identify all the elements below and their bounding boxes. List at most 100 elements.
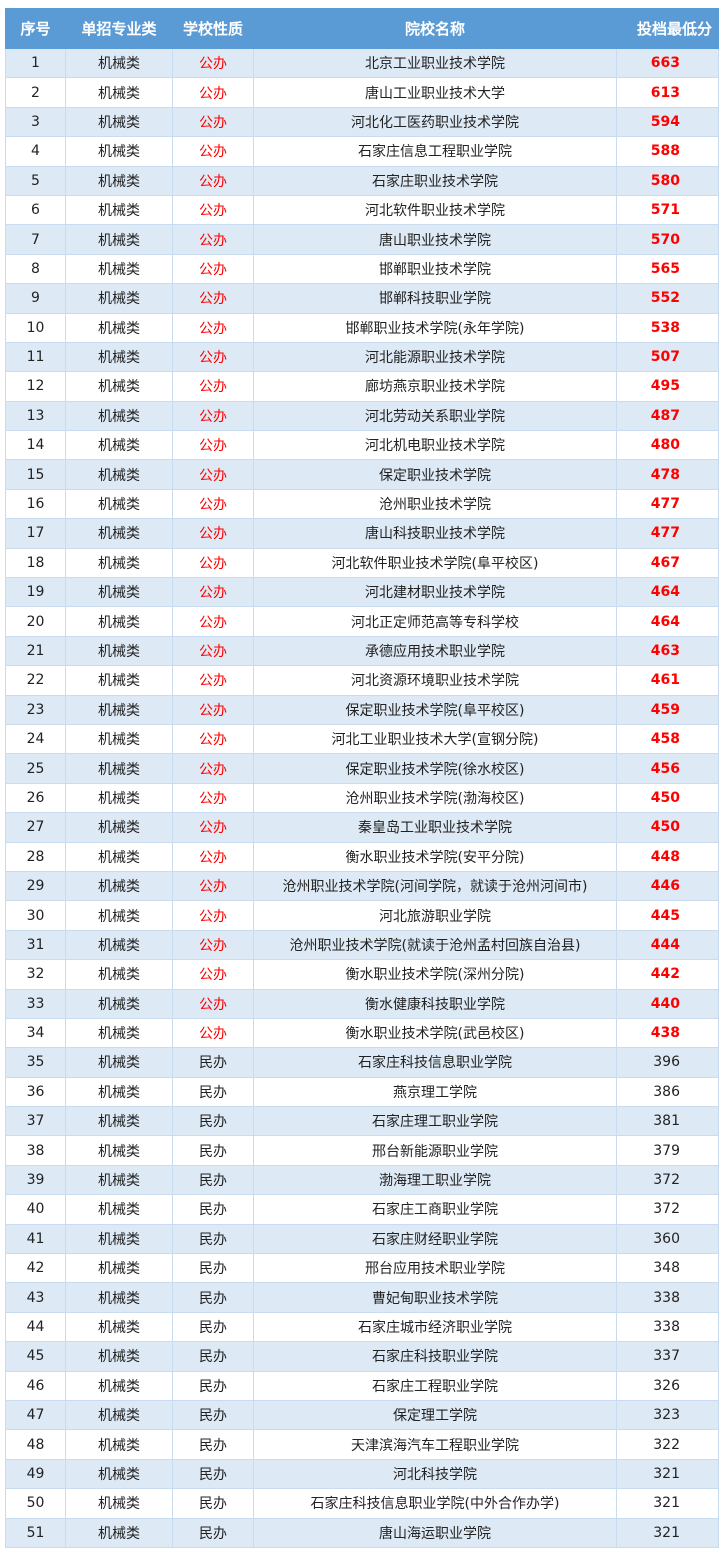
min-score: 464	[616, 606, 719, 637]
table-row: 30 机械类 公办 河北旅游职业学院 445	[5, 900, 719, 931]
major-category: 机械类	[65, 1517, 173, 1548]
min-score: 464	[616, 577, 719, 608]
school-type: 公办	[172, 753, 254, 784]
row-index: 50	[5, 1488, 66, 1519]
school-type: 公办	[172, 841, 254, 872]
school-name: 石家庄职业技术学院	[253, 165, 617, 196]
school-type: 公办	[172, 723, 254, 755]
school-name: 沧州职业技术学院	[253, 488, 617, 520]
row-index: 15	[5, 459, 66, 490]
row-index: 35	[5, 1047, 66, 1078]
major-category: 机械类	[65, 430, 173, 461]
major-category: 机械类	[65, 694, 173, 725]
school-type: 公办	[172, 194, 254, 226]
major-category: 机械类	[65, 929, 173, 961]
school-name: 石家庄科技信息职业学院	[253, 1047, 617, 1078]
school-type: 公办	[172, 665, 254, 696]
major-category: 机械类	[65, 1311, 173, 1343]
school-name: 天津滨海汽车工程职业学院	[253, 1429, 617, 1460]
row-index: 10	[5, 312, 66, 343]
table-row: 33 机械类 公办 衡水健康科技职业学院 440	[5, 988, 719, 1019]
school-type: 公办	[172, 106, 254, 138]
table-row: 12 机械类 公办 廊坊燕京职业技术学院 495	[5, 371, 719, 402]
school-name: 河北建材职业技术学院	[253, 577, 617, 608]
row-index: 44	[5, 1311, 66, 1343]
school-name: 秦皇岛工业职业技术学院	[253, 812, 617, 843]
table-row: 9 机械类 公办 邯郸科技职业学院 552	[5, 283, 719, 314]
row-index: 41	[5, 1223, 66, 1255]
min-score: 321	[616, 1517, 719, 1548]
table-row: 2 机械类 公办 唐山工业职业技术大学 613	[5, 77, 719, 108]
school-name: 衡水职业技术学院(深州分院)	[253, 959, 617, 990]
row-index: 13	[5, 400, 66, 432]
min-score: 396	[616, 1047, 719, 1078]
school-name: 沧州职业技术学院(河间学院，就读于沧州河间市)	[253, 870, 617, 902]
min-score: 461	[616, 665, 719, 696]
table-row: 44 机械类 民办 石家庄城市经济职业学院 338	[5, 1311, 719, 1343]
row-index: 24	[5, 723, 66, 755]
min-score: 448	[616, 841, 719, 872]
school-type: 公办	[172, 224, 254, 255]
row-index: 28	[5, 841, 66, 872]
school-type: 公办	[172, 283, 254, 314]
table-row: 17 机械类 公办 唐山科技职业技术学院 477	[5, 518, 719, 549]
school-name: 保定理工学院	[253, 1399, 617, 1431]
table-row: 29 机械类 公办 沧州职业技术学院(河间学院，就读于沧州河间市) 446	[5, 870, 719, 902]
major-category: 机械类	[65, 547, 173, 579]
min-score: 450	[616, 782, 719, 814]
table-row: 13 机械类 公办 河北劳动关系职业学院 487	[5, 400, 719, 432]
table-row: 38 机械类 民办 邢台新能源职业学院 379	[5, 1135, 719, 1166]
row-index: 3	[5, 106, 66, 138]
school-type: 公办	[172, 870, 254, 902]
min-score: 440	[616, 988, 719, 1019]
school-type: 公办	[172, 430, 254, 461]
header-school-type: 学校性质	[172, 8, 254, 49]
school-type: 公办	[172, 812, 254, 843]
school-name: 石家庄财经职业学院	[253, 1223, 617, 1255]
school-type: 公办	[172, 253, 254, 285]
school-name: 河北软件职业技术学院	[253, 194, 617, 226]
row-index: 27	[5, 812, 66, 843]
school-name: 河北软件职业技术学院(阜平校区)	[253, 547, 617, 579]
table-row: 47 机械类 民办 保定理工学院 323	[5, 1399, 719, 1431]
major-category: 机械类	[65, 518, 173, 549]
school-name: 唐山职业技术学院	[253, 224, 617, 255]
table-row: 11 机械类 公办 河北能源职业技术学院 507	[5, 341, 719, 373]
major-category: 机械类	[65, 1282, 173, 1313]
school-type: 公办	[172, 400, 254, 432]
major-category: 机械类	[65, 371, 173, 402]
major-category: 机械类	[65, 1488, 173, 1519]
school-type: 公办	[172, 694, 254, 725]
row-index: 16	[5, 488, 66, 520]
row-index: 6	[5, 194, 66, 226]
min-score: 386	[616, 1076, 719, 1108]
school-name: 石家庄工商职业学院	[253, 1194, 617, 1225]
row-index: 38	[5, 1135, 66, 1166]
school-name: 邯郸职业技术学院	[253, 253, 617, 285]
min-score: 480	[616, 430, 719, 461]
school-name: 保定职业技术学院	[253, 459, 617, 490]
major-category: 机械类	[65, 635, 173, 667]
major-category: 机械类	[65, 1370, 173, 1401]
row-index: 25	[5, 753, 66, 784]
row-index: 47	[5, 1399, 66, 1431]
row-index: 34	[5, 1017, 66, 1049]
row-index: 30	[5, 900, 66, 931]
table-row: 20 机械类 公办 河北正定师范高等专科学校 464	[5, 606, 719, 637]
school-type: 民办	[172, 1341, 254, 1372]
row-index: 29	[5, 870, 66, 902]
major-category: 机械类	[65, 723, 173, 755]
row-index: 20	[5, 606, 66, 637]
row-index: 8	[5, 253, 66, 285]
major-category: 机械类	[65, 136, 173, 167]
school-type: 公办	[172, 47, 254, 79]
major-category: 机械类	[65, 812, 173, 843]
school-type: 公办	[172, 782, 254, 814]
row-index: 33	[5, 988, 66, 1019]
table-row: 18 机械类 公办 河北软件职业技术学院(阜平校区) 467	[5, 547, 719, 579]
school-name: 石家庄城市经济职业学院	[253, 1311, 617, 1343]
min-score: 594	[616, 106, 719, 138]
major-category: 机械类	[65, 1458, 173, 1490]
row-index: 9	[5, 283, 66, 314]
table-row: 16 机械类 公办 沧州职业技术学院 477	[5, 488, 719, 520]
